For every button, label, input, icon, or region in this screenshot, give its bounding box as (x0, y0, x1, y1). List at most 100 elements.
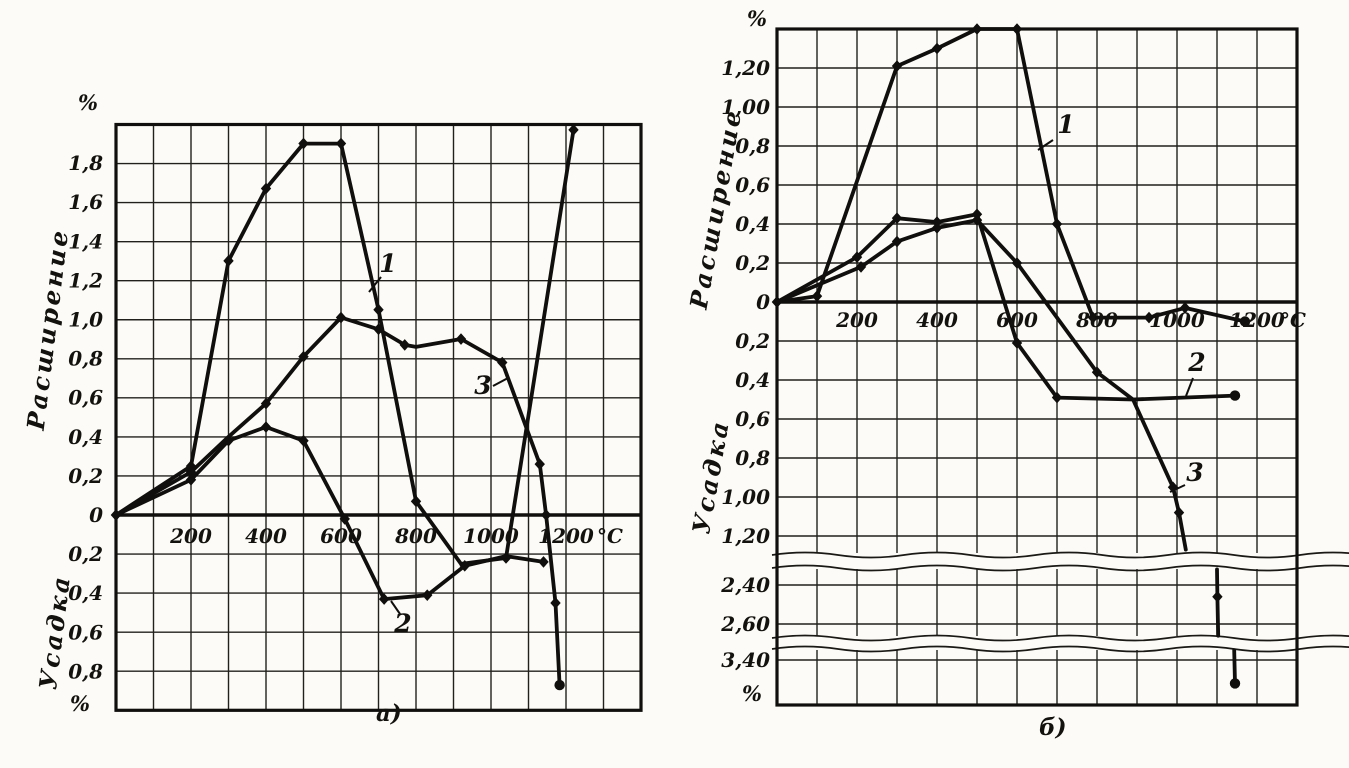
data-point-marker (971, 214, 983, 226)
data-point-marker (260, 397, 272, 410)
data-point-marker (260, 421, 272, 433)
y-tick-label: 1,20 (721, 524, 770, 548)
y-tick-label: 1,00 (721, 95, 770, 119)
panel-b-curve-2 (771, 208, 1241, 404)
data-point-end-dot (1239, 316, 1251, 327)
axis-break-band (772, 636, 1302, 650)
x-tick-label: 1200 (538, 524, 594, 548)
data-point-marker (1011, 337, 1023, 349)
panel-a-grid (115, 123, 642, 711)
data-point-marker (298, 350, 309, 363)
y-tick-label: 0,8 (68, 347, 103, 371)
data-point-marker (373, 323, 384, 336)
data-point-marker (185, 460, 197, 472)
y-tick-label: 1,0 (68, 308, 103, 332)
data-point-marker (223, 255, 234, 267)
data-point-marker (568, 124, 579, 136)
panel-b: 1,20 1,00 0,8 0,6 0,4 0,2 0 0,2 0,4 0,6 0,8 1,00 1,2… (684, 6, 1349, 707)
data-point-marker (1087, 311, 1099, 324)
x-tick-label: 600 (320, 524, 362, 548)
x-tick-label: 1000 (1149, 308, 1205, 332)
data-point-marker (931, 216, 943, 228)
data-point-marker (534, 458, 545, 470)
y-tick-label: 0,4 (735, 212, 770, 236)
y-tick-label: 3,40 (721, 648, 770, 672)
curve-label-leader (390, 600, 401, 615)
y-tick-label: 0 (89, 503, 103, 527)
y-tick-label: 2,60 (720, 612, 770, 636)
x-tick-label: 800 (1075, 308, 1118, 332)
curve-number-label: 2 (393, 609, 411, 638)
curve-label-leader (492, 377, 509, 387)
curve-number-label: 1 (379, 249, 396, 278)
data-point-marker (1011, 23, 1023, 35)
y-tick-label: 0,2 (735, 329, 770, 353)
data-point-marker (185, 474, 197, 486)
y-tick-label: 0,6 (735, 407, 770, 431)
x-tick-label: 1000 (463, 524, 519, 548)
data-point-end-dot (1229, 390, 1241, 401)
curve-number-label: 3 (1186, 458, 1203, 487)
data-point-marker (298, 137, 309, 150)
panel-a-caption: а) (376, 700, 402, 727)
axis-break-wave (771, 645, 1349, 653)
data-point-marker (459, 560, 470, 572)
axis-break-wave (771, 564, 1349, 572)
data-point-marker (1051, 218, 1063, 230)
data-point-marker (851, 251, 863, 263)
panel-b-curve-1 (771, 23, 1251, 327)
y-tick-label: 1,4 (68, 229, 103, 253)
curve-label-leader (1169, 484, 1186, 493)
panel-a: 1,8 1,6 1,4 1,2 1,0 0,8 0,6 0,4 0,2 0 0,2 0,4 0,6 0,8… (21, 90, 643, 716)
y-tick-label: 0 (756, 290, 770, 314)
curve-number-label: 2 (1187, 348, 1205, 377)
y-axis-label-shrinkage: Усадка (686, 417, 735, 536)
curve-label-leader (368, 276, 382, 293)
panel-b-curve-3 (775, 214, 1241, 689)
data-point-marker (399, 339, 410, 351)
data-point-marker (891, 60, 903, 72)
data-point-marker (373, 303, 384, 316)
percent-label-bottom: % (742, 681, 762, 706)
data-point-marker (298, 434, 309, 447)
data-point-marker (1212, 590, 1223, 603)
data-point-marker (455, 333, 467, 345)
x-axis-unit: °C (597, 524, 623, 548)
axis-break-wave (771, 634, 1349, 642)
y-tick-label: 1,20 (721, 56, 770, 80)
x-tick-label: 800 (394, 524, 437, 548)
data-point-marker (223, 434, 234, 447)
data-point-marker (410, 495, 422, 508)
y-tick-label: 0,8 (735, 134, 770, 158)
data-point-marker (540, 509, 552, 521)
y-tick-label: 0,6 (68, 386, 103, 410)
data-point-marker (931, 222, 943, 234)
panel-a-curve-2 (110, 421, 549, 605)
y-tick-label: 0,4 (68, 581, 103, 605)
plot-border (775, 27, 1299, 707)
panel-a-curve-1 (110, 124, 579, 566)
y-tick-label: 0,2 (68, 542, 103, 566)
axis-break-band (772, 553, 1302, 569)
data-point-marker (335, 137, 347, 150)
y-tick-label: 0,6 (735, 173, 770, 197)
data-point-marker (931, 42, 943, 55)
data-point-marker (185, 466, 197, 478)
data-point-marker (1091, 366, 1103, 378)
data-point-marker (260, 182, 272, 195)
data-point-marker (971, 23, 983, 35)
x-tick-label: 400 (245, 524, 287, 548)
data-point-marker (891, 235, 903, 248)
data-point-end-dot (1229, 678, 1241, 689)
data-point-marker (1011, 257, 1023, 269)
y-tick-label: 0,4 (735, 368, 770, 392)
y-tick-label: 0,2 (68, 464, 103, 488)
axis-break-wave (771, 551, 1349, 559)
y-tick-label: 1,00 (721, 485, 770, 509)
curve-label-leader (1185, 377, 1194, 397)
data-point-marker (1051, 391, 1063, 404)
y-tick-label: 1,8 (68, 151, 103, 175)
data-point-marker (1143, 311, 1155, 324)
data-point-marker (378, 593, 390, 605)
